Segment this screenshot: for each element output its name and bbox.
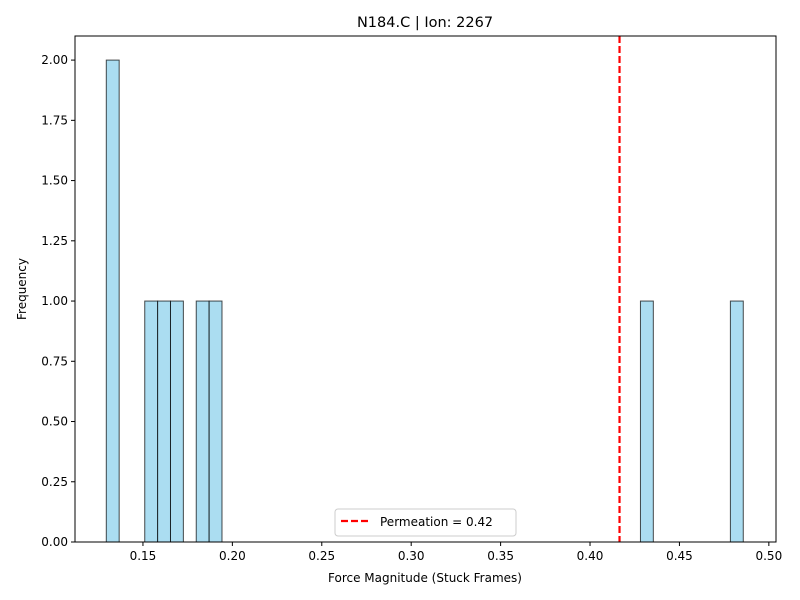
- x-tick-label: 0.30: [398, 549, 425, 563]
- histogram-bar: [105, 59, 120, 543]
- x-tick-label: 0.35: [487, 549, 514, 563]
- x-tick-label: 0.50: [755, 549, 782, 563]
- histogram-bar: [729, 300, 744, 543]
- x-tick-label: 0.45: [666, 549, 693, 563]
- x-tick-label: 0.25: [308, 549, 335, 563]
- bars-group: [105, 59, 744, 543]
- x-tick-label: 0.15: [130, 549, 157, 563]
- y-tick-label: 2.00: [41, 53, 68, 67]
- legend-label: Permeation = 0.42: [380, 515, 493, 529]
- legend-box: [334, 508, 517, 537]
- x-tick-label: 0.20: [219, 549, 246, 563]
- y-tick-label: 1.00: [41, 294, 68, 308]
- histogram-bar: [639, 300, 654, 543]
- y-tick-label: 1.50: [41, 174, 68, 188]
- histogram-bar: [208, 300, 223, 543]
- histogram-bar: [169, 300, 184, 543]
- y-tick-label: 0.25: [41, 475, 68, 489]
- plot-frame: [74, 35, 777, 543]
- histogram-bar: [144, 300, 159, 543]
- histogram-bar: [195, 300, 210, 543]
- histogram-bar: [157, 300, 171, 543]
- x-axis-label: Force Magnitude (Stuck Frames): [328, 571, 522, 585]
- legend: Permeation = 0.42: [334, 508, 517, 537]
- y-tick-label: 0.75: [41, 354, 68, 368]
- x-tick-label: 0.40: [577, 549, 604, 563]
- y-axis-label: Frequency: [15, 258, 29, 320]
- x-axis-ticks: 0.15 0.20 0.25 0.30 0.35 0.40 0.45 0.50: [130, 542, 782, 563]
- y-tick-label: 1.25: [41, 234, 68, 248]
- y-tick-label: 0.50: [41, 415, 68, 429]
- y-tick-label: 0.00: [41, 535, 68, 549]
- chart-title: N184.C | Ion: 2267: [357, 15, 493, 31]
- y-axis-ticks: 0.00 0.25 0.50 0.75 1.00 1.25 1.50 1.75 2.00: [41, 53, 75, 549]
- y-tick-label: 1.75: [41, 113, 68, 127]
